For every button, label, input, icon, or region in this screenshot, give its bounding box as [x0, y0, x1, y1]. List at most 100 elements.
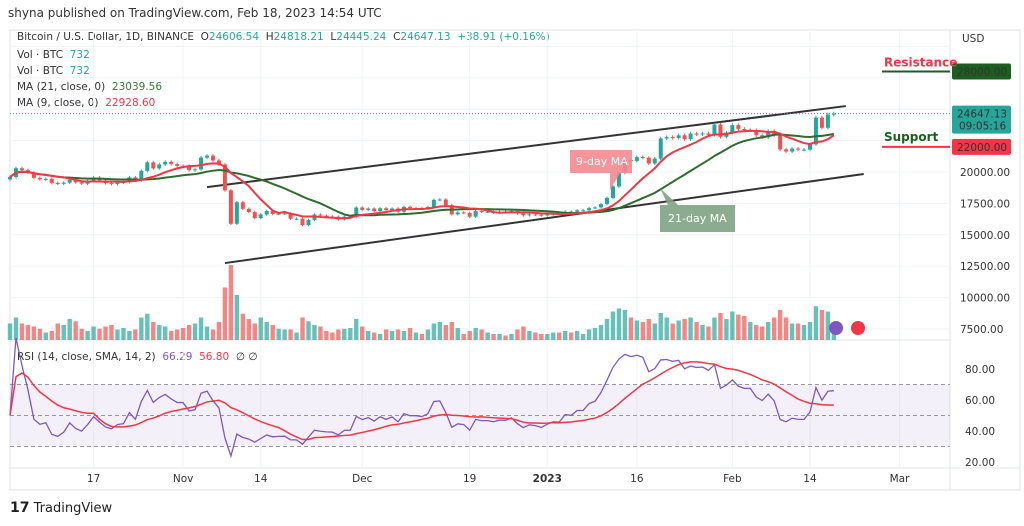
volume-bar [210, 329, 216, 340]
countdown-label: 09:05:16 [959, 121, 1006, 133]
close-label: C [393, 31, 401, 43]
candle [390, 208, 395, 211]
volume-bar [807, 322, 813, 340]
volume-bar [545, 334, 550, 340]
candle [372, 208, 377, 212]
candle [288, 213, 293, 219]
candle [222, 164, 227, 191]
price-tick-label: 10000.00 [960, 293, 1010, 305]
volume-bar [568, 332, 574, 340]
ma9-callout [570, 150, 632, 190]
volume-bar [539, 334, 544, 340]
volume-bar [413, 332, 419, 340]
volume-bar [521, 326, 526, 340]
candle [533, 214, 538, 216]
rsi-value: 66.29 [162, 351, 193, 363]
volume-bar [246, 319, 251, 340]
candle [443, 199, 448, 206]
candle [19, 168, 24, 171]
resistance-price-badge [952, 63, 1011, 80]
ma9-callout-label: 9-day MA [576, 155, 628, 168]
candle [264, 210, 269, 215]
volume-bar [628, 317, 634, 340]
volume-bar [157, 325, 162, 340]
volume-bar [574, 331, 580, 340]
volume-bar [294, 332, 299, 340]
ma9-value: 22928.60 [105, 97, 156, 109]
candle [354, 207, 359, 217]
candle [676, 135, 681, 138]
price-tick-label: 20000.00 [960, 167, 1010, 179]
rsi-legend[interactable]: RSI (14, close, SMA, 14, 2) 66.29 56.80 … [17, 351, 257, 363]
volume-bar [151, 322, 156, 340]
candle [360, 207, 365, 210]
volume-bar [503, 335, 508, 340]
volume-bar [85, 331, 90, 340]
candle [67, 179, 72, 183]
tradingview-brand: 𝟭𝟳 TradingView [10, 500, 112, 516]
vol-legend-1[interactable]: Vol · BTC 732 [17, 49, 90, 61]
candle [658, 138, 663, 159]
candle [163, 161, 168, 165]
volume-bar [228, 265, 234, 340]
volume-bar [598, 325, 604, 340]
candle [43, 178, 48, 180]
volume-bar [551, 332, 556, 340]
candle [670, 137, 675, 139]
volume-bar [61, 325, 66, 340]
open-value: 24606.54 [208, 31, 260, 43]
volume-bar [186, 325, 192, 340]
candle [634, 157, 639, 161]
volume-bar [395, 329, 401, 340]
candle [807, 144, 812, 150]
ma21-legend[interactable]: MA (21, close, 0) 23039.56 [17, 81, 162, 93]
volume-bar [563, 331, 568, 340]
symbol-name[interactable]: Bitcoin / U.S. Dollar, 1D, BINANCE [17, 31, 194, 43]
volume-bar [401, 331, 407, 340]
rsi-tick-label: 40.00 [965, 426, 995, 438]
volume-bar [694, 322, 699, 340]
candle [664, 137, 669, 139]
candle [467, 212, 472, 217]
volume-bar [419, 334, 425, 340]
volume-bar [634, 320, 640, 340]
candle [790, 148, 795, 152]
candle [384, 208, 389, 211]
time-tick-label: 14 [803, 473, 817, 485]
volume-bar [777, 310, 783, 340]
candle [652, 158, 657, 164]
volume-bar [831, 334, 837, 340]
volume-bar [742, 316, 747, 340]
lightning-icon [829, 321, 843, 335]
candle [31, 172, 36, 178]
candle [521, 213, 526, 216]
candle [718, 124, 723, 137]
candle [300, 218, 305, 226]
volume-bar [282, 329, 287, 340]
volume-bar [801, 325, 807, 340]
vol-legend-2[interactable]: Vol · BTC 732 [17, 65, 90, 77]
candle [778, 135, 783, 150]
candle [366, 208, 371, 210]
ma9-legend[interactable]: MA (9, close, 0) 22928.60 [17, 97, 155, 109]
volume-bar [431, 323, 437, 340]
currency-label: USD [962, 33, 984, 45]
volume-bar [491, 334, 496, 340]
ma21-callout [660, 188, 735, 232]
candle [61, 182, 66, 184]
candle [802, 149, 807, 151]
volume-bar [443, 325, 449, 340]
tradingview-logo-icon: 𝟭𝟳 [10, 500, 30, 516]
volume-bar [103, 326, 108, 340]
candle [55, 182, 60, 184]
volume-bar [640, 322, 646, 340]
candle [157, 164, 162, 169]
rsi-tick-label: 60.00 [965, 395, 995, 407]
time-tick-label: Feb [723, 473, 742, 485]
candle [49, 178, 54, 183]
candle [431, 199, 436, 208]
candle [115, 182, 120, 185]
candle [37, 177, 42, 180]
volume-bar [485, 332, 490, 340]
